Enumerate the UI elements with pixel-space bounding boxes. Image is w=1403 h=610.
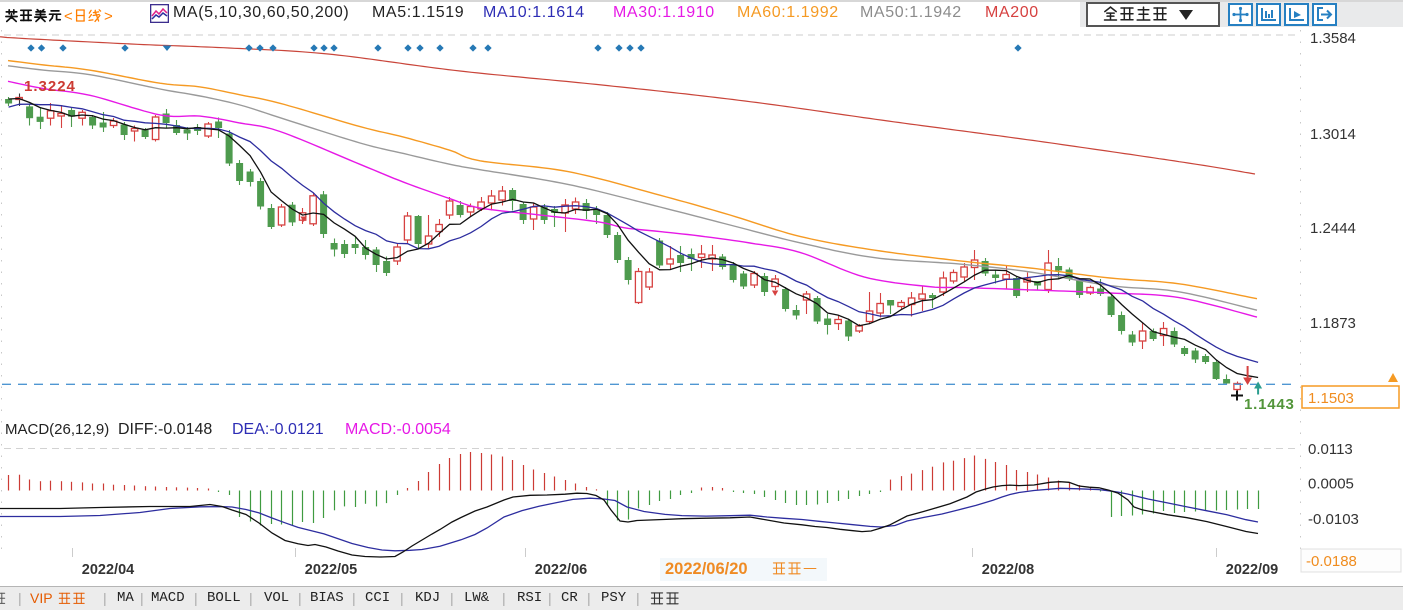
svg-text:-0.0103: -0.0103 bbox=[1308, 511, 1359, 528]
svg-text:2022/09: 2022/09 bbox=[1226, 562, 1278, 578]
svg-text:1.1503: 1.1503 bbox=[1308, 390, 1354, 407]
svg-text:1.3224: 1.3224 bbox=[24, 78, 76, 95]
svg-text:2022/06/20: 2022/06/20 bbox=[665, 560, 748, 578]
svg-text:0.0005: 0.0005 bbox=[1308, 476, 1354, 493]
svg-text:1.1873: 1.1873 bbox=[1310, 315, 1356, 332]
svg-text:-0.0188: -0.0188 bbox=[1306, 553, 1357, 570]
svg-text:0.0113: 0.0113 bbox=[1308, 441, 1353, 458]
svg-text:1.3014: 1.3014 bbox=[1310, 126, 1356, 143]
svg-text:2022/06: 2022/06 bbox=[535, 562, 587, 578]
svg-text:2022/05: 2022/05 bbox=[305, 562, 357, 578]
svg-text:1.2444: 1.2444 bbox=[1310, 220, 1356, 237]
svg-text:<: < bbox=[64, 8, 73, 25]
svg-text:2022/08: 2022/08 bbox=[982, 562, 1034, 578]
svg-text:1.3584: 1.3584 bbox=[1310, 30, 1356, 47]
svg-text:2022/04: 2022/04 bbox=[82, 562, 134, 578]
svg-text:1.1443: 1.1443 bbox=[1244, 396, 1295, 413]
svg-text:>: > bbox=[104, 8, 113, 25]
